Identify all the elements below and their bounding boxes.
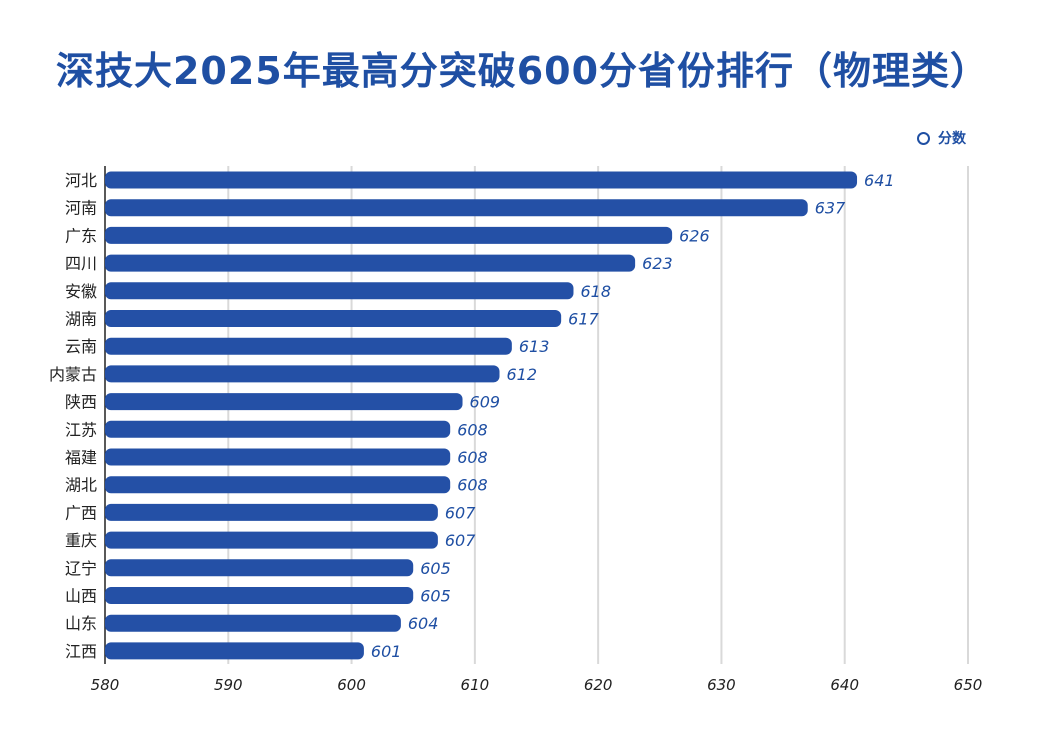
x-tick-label: 650 [954,676,983,694]
data-label: 613 [519,337,550,356]
bar [105,448,451,466]
bar [105,559,414,577]
category-label: 山西 [65,587,97,606]
category-label: 辽宁 [65,559,97,578]
bar [105,254,636,272]
category-label: 湖北 [65,476,97,495]
legend-circle-icon [917,131,930,145]
bar [105,337,512,355]
bar [105,420,451,438]
category-label: 内蒙古 [49,365,97,384]
x-tick-label: 600 [337,676,366,694]
data-label: 608 [457,476,488,495]
x-tick-label: 630 [707,676,736,694]
data-label: 607 [445,503,476,522]
data-label: 608 [457,420,488,439]
bar [105,587,414,604]
data-label: 623 [642,254,673,273]
bar [105,226,673,244]
x-tick-label: 590 [214,676,243,694]
bar [105,393,463,411]
bar [105,614,401,632]
bar [105,171,858,189]
category-label: 河北 [65,171,97,190]
data-label: 637 [815,199,846,218]
category-label: 江苏 [65,420,97,439]
data-label: 608 [457,448,488,467]
data-label: 605 [420,559,451,578]
data-label: 612 [507,365,538,384]
category-label: 广西 [65,503,97,522]
x-tick-label: 580 [91,676,120,694]
bar [105,503,438,521]
data-label: 617 [568,310,599,329]
bar [105,310,562,327]
category-label: 福建 [65,448,97,467]
category-label: 湖南 [65,310,97,329]
category-label: 江西 [65,642,97,661]
bar [105,476,451,494]
data-label: 626 [679,226,710,245]
category-label: 陕西 [65,393,97,412]
category-label: 云南 [65,337,97,356]
legend-label: 分数 [938,131,966,147]
category-label: 广东 [65,226,97,245]
category-label: 河南 [65,199,97,218]
bar [105,282,574,300]
data-label: 601 [371,642,402,661]
chart-title: 深技大2025年最高分突破600分省份排行（物理类） [55,49,990,93]
data-label: 618 [580,282,611,301]
x-tick-label: 640 [830,676,859,694]
category-label: 重庆 [65,531,97,550]
data-label: 609 [470,393,501,412]
data-label: 604 [408,614,439,633]
category-label: 山东 [65,614,97,633]
x-tick-label: 610 [461,676,490,694]
data-label: 607 [445,531,476,550]
bar [105,531,438,549]
legend: 分数 [917,128,966,148]
category-label: 安徽 [65,282,97,301]
data-label: 605 [420,587,451,606]
bar [105,365,500,383]
data-label: 641 [864,171,895,190]
bar [105,199,808,217]
category-label: 四川 [65,254,97,273]
x-tick-label: 620 [584,676,613,694]
bar [105,642,364,660]
